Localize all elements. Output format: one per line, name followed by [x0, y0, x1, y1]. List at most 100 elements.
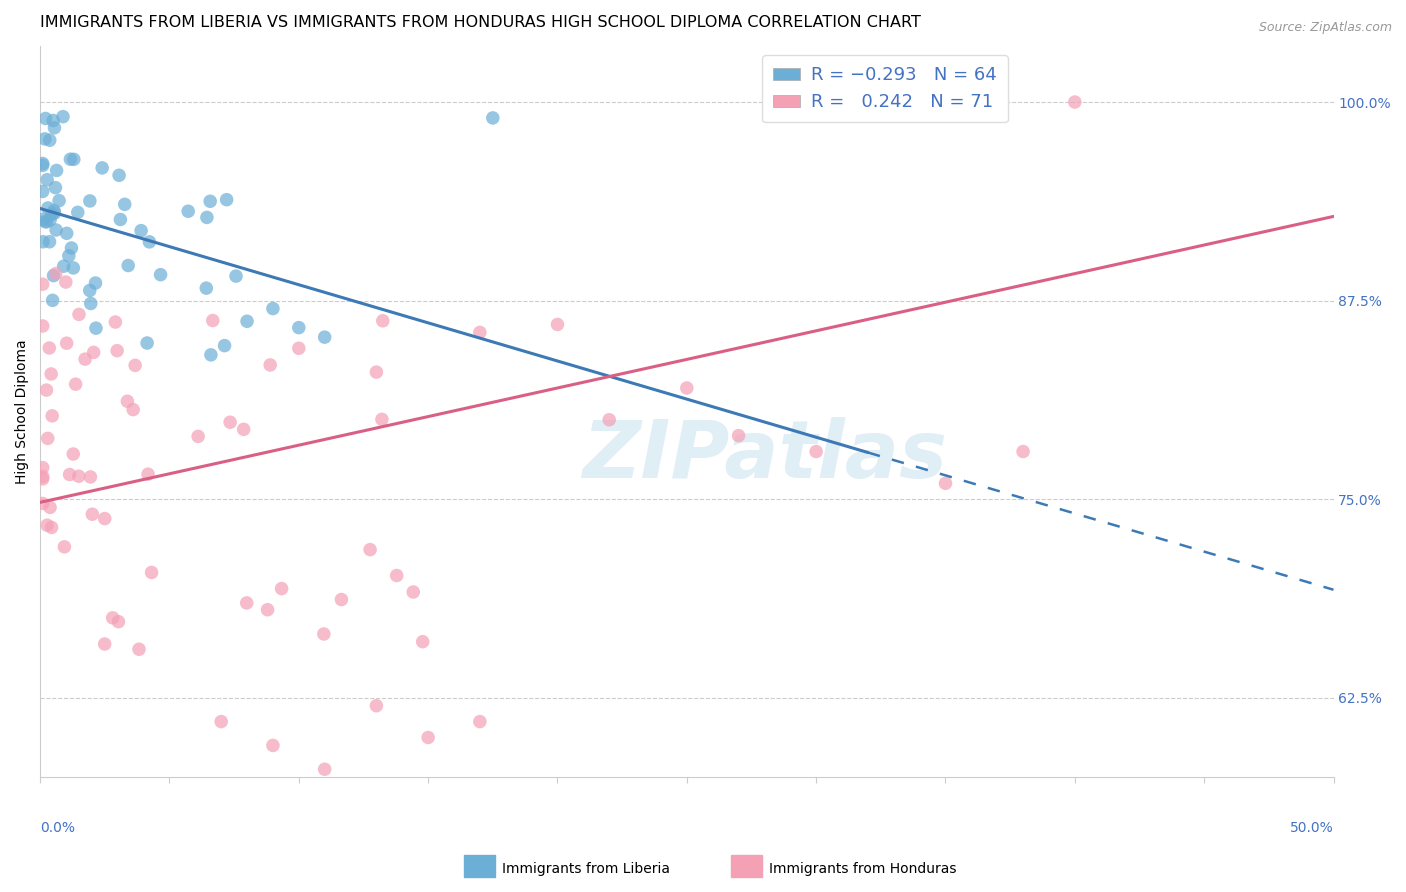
Point [52, 259, 75, 273]
Point [198, 194, 221, 209]
Text: Source: ZipAtlas.com: Source: ZipAtlas.com [1258, 21, 1392, 34]
Point [53, 540, 76, 554]
Point [31, 472, 53, 486]
Point [214, 338, 236, 352]
Point [48, 194, 70, 208]
Point [31, 156, 53, 170]
Point [66, 205, 89, 219]
Point [101, 611, 124, 625]
Point [138, 235, 160, 249]
Point [31, 318, 53, 333]
Point [55, 227, 77, 241]
Point [232, 422, 254, 436]
Point [79, 470, 101, 484]
Point [117, 394, 139, 409]
Point [31, 460, 53, 475]
Point [371, 412, 394, 426]
Point [60, 241, 83, 255]
Point [136, 336, 159, 351]
Point [128, 642, 150, 657]
Point [468, 714, 491, 729]
Point [45, 163, 67, 178]
Point [104, 315, 127, 329]
Point [31, 469, 53, 483]
Point [412, 634, 434, 648]
Point [93, 637, 115, 651]
Point [37, 201, 59, 215]
Point [312, 627, 335, 641]
Point [65, 377, 87, 392]
Point [371, 314, 394, 328]
Point [79, 194, 101, 208]
Point [107, 615, 129, 629]
Text: 0.0%: 0.0% [41, 821, 75, 835]
Point [75, 352, 97, 367]
Point [129, 224, 152, 238]
Point [149, 268, 172, 282]
Point [38, 235, 60, 249]
Point [288, 320, 311, 334]
Point [31, 158, 53, 172]
Y-axis label: High School Diploma: High School Diploma [15, 340, 30, 484]
Point [45, 223, 67, 237]
Point [314, 762, 336, 776]
Point [1012, 444, 1035, 458]
Point [141, 566, 163, 580]
Point [79, 284, 101, 298]
Point [62, 260, 84, 275]
Point [270, 582, 292, 596]
Point [45, 267, 67, 281]
Point [34, 132, 56, 146]
Point [34, 112, 56, 126]
Point [44, 120, 66, 135]
Point [195, 281, 218, 295]
Point [235, 596, 257, 610]
Point [55, 275, 77, 289]
Point [209, 714, 232, 729]
Point [35, 215, 58, 229]
Point [1063, 95, 1085, 109]
Point [35, 383, 58, 397]
Point [481, 111, 503, 125]
Point [55, 336, 77, 351]
Point [67, 307, 90, 321]
Point [58, 249, 80, 263]
Point [83, 345, 105, 359]
Point [58, 467, 80, 482]
Point [41, 520, 63, 534]
Point [122, 402, 145, 417]
Point [675, 381, 697, 395]
Point [201, 313, 224, 327]
Legend: R = −0.293   N = 64, R =   0.242   N = 71: R = −0.293 N = 64, R = 0.242 N = 71 [762, 55, 1008, 122]
Point [804, 444, 827, 458]
Point [236, 314, 259, 328]
Point [39, 500, 62, 515]
Point [38, 133, 60, 147]
Point [195, 211, 218, 225]
Point [93, 511, 115, 525]
Point [117, 259, 139, 273]
Point [330, 592, 353, 607]
Point [110, 212, 132, 227]
Point [934, 476, 956, 491]
Point [418, 731, 440, 745]
Point [262, 739, 284, 753]
Point [385, 568, 408, 582]
Point [114, 197, 136, 211]
Point [219, 415, 242, 429]
Point [67, 469, 90, 483]
Point [359, 542, 381, 557]
Point [59, 152, 82, 166]
Point [402, 585, 425, 599]
Point [108, 169, 131, 183]
Point [215, 193, 238, 207]
Point [366, 698, 388, 713]
Point [52, 110, 75, 124]
Point [37, 172, 59, 186]
Point [44, 180, 66, 194]
Point [256, 603, 278, 617]
Point [262, 301, 284, 316]
Point [31, 185, 53, 199]
Point [91, 161, 114, 175]
Point [31, 212, 53, 227]
